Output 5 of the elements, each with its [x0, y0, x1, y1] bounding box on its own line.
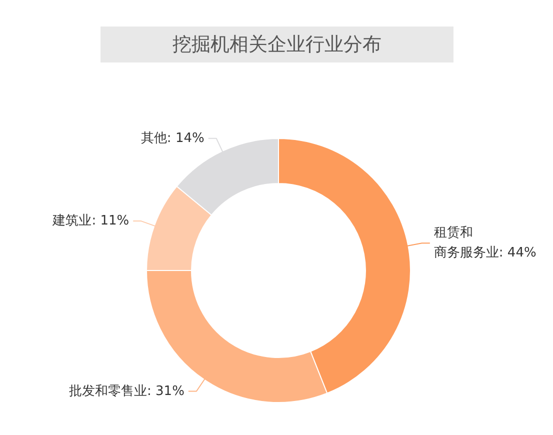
slice-label: 建筑业: 11%: [52, 214, 130, 229]
slice-label: 租赁和商务服务业: 44%: [434, 226, 536, 261]
slice-label: 批发和零售业: 31%: [69, 384, 184, 399]
slice-label: 其他: 14%: [140, 130, 204, 146]
chart-title: 挖掘机相关企业行业分布: [172, 34, 382, 56]
